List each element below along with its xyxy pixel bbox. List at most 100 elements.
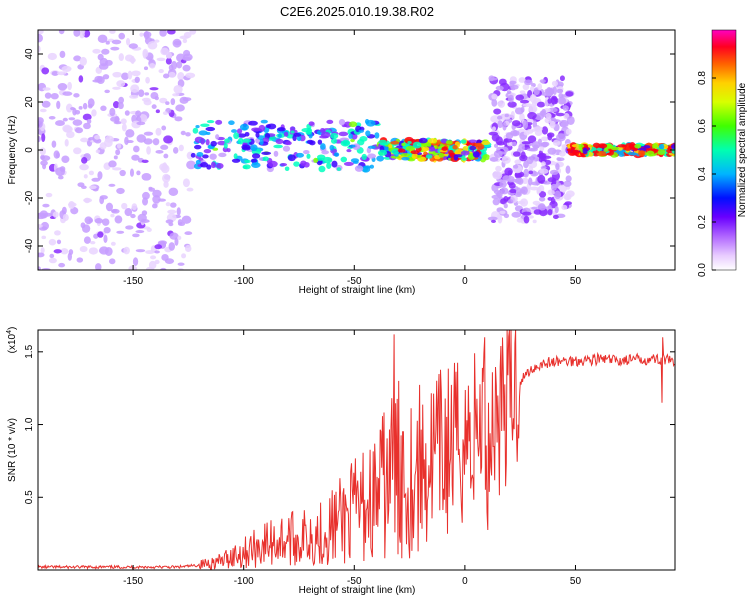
heatmap-cell [336, 167, 342, 171]
heatmap-cell [111, 39, 122, 45]
colorbar-label: Normalized spectral amplitude [737, 82, 748, 217]
heatmap-cell [556, 133, 566, 142]
heatmap-cell [517, 200, 526, 205]
heatmap-cell [497, 214, 503, 224]
heatmap-cell [154, 96, 159, 101]
heatmap-cell [518, 143, 525, 152]
heatmap-cell [182, 64, 191, 72]
colorbar-tick-label: 0.4 [697, 167, 708, 181]
heatmap-cell [282, 145, 291, 152]
heatmap-cell [410, 150, 420, 155]
x-tick-label: -150 [123, 276, 143, 287]
y-tick-label: 40 [24, 48, 35, 60]
heatmap-cell [326, 119, 334, 125]
heatmap-cell [124, 208, 133, 217]
heatmap-cell [130, 84, 140, 93]
heatmap-cell [192, 127, 199, 134]
heatmap-cell [293, 161, 300, 167]
heatmap-cell [255, 131, 260, 138]
heatmap-cell [547, 208, 553, 216]
heatmap-cell [506, 90, 512, 95]
heatmap-cell [73, 30, 81, 37]
heatmap-cell [62, 117, 68, 122]
heatmap-cell [48, 257, 57, 264]
heatmap-cell [104, 89, 110, 94]
heatmap-cell [79, 245, 88, 253]
heatmap-cell [83, 174, 88, 179]
heatmap-cell [78, 105, 83, 110]
heatmap-cell [145, 250, 155, 255]
heatmap-cell [116, 230, 125, 234]
heatmap-cell [519, 99, 530, 104]
heatmap-cell [215, 134, 220, 140]
heatmap-cell [549, 120, 556, 129]
snr-frame [37, 329, 676, 571]
heatmap-cell [603, 148, 609, 153]
heatmap-cell [280, 163, 288, 167]
heatmap-cell [82, 113, 92, 121]
heatmap-cell [511, 120, 521, 127]
spectrogram-x-ticks: -150 -100 -50 0 50 [123, 30, 581, 287]
heatmap-cell [61, 65, 72, 73]
heatmap-cell [658, 143, 665, 150]
heatmap-cell [114, 215, 123, 224]
figure-title: C2E6.2025.010.19.38.R02 [280, 4, 434, 19]
heatmap-cell [527, 135, 537, 144]
heatmap-cell [155, 127, 162, 136]
heatmap-cell [167, 30, 176, 35]
heatmap-cell [40, 221, 50, 230]
heatmap-cell [273, 150, 279, 157]
heatmap-cell [401, 142, 406, 147]
x-tick-label: 50 [570, 576, 582, 587]
colorbar-tick-label: 0.0 [697, 263, 708, 277]
heatmap-cell [181, 253, 187, 259]
heatmap-cell [624, 146, 632, 151]
heatmap-cell [495, 165, 502, 172]
heatmap-cell [99, 246, 109, 255]
heatmap-cell [510, 110, 515, 120]
heatmap-cell [41, 267, 51, 270]
heatmap-cell [388, 144, 393, 149]
heatmap-cell [209, 153, 217, 160]
y-tick-label: 1.5 [24, 344, 35, 358]
heatmap-cell [142, 48, 149, 58]
heatmap-cell [618, 152, 625, 157]
heatmap-cell [44, 92, 52, 99]
heatmap-cell [565, 190, 575, 198]
heatmap-cell [338, 131, 349, 137]
heatmap-cell [124, 110, 130, 116]
heatmap-cell [250, 158, 258, 163]
heatmap-cell [250, 144, 258, 152]
heatmap-cell [99, 196, 105, 205]
heatmap-cell [300, 160, 307, 166]
heatmap-cell [173, 40, 182, 46]
heatmap-cell [469, 145, 477, 151]
heatmap-cell [563, 180, 572, 187]
heatmap-cell [497, 100, 506, 108]
heatmap-cell [165, 57, 172, 65]
heatmap-cell [296, 135, 302, 142]
heatmap-cell [184, 244, 192, 253]
heatmap-cell [525, 118, 534, 124]
heatmap-cell [163, 135, 173, 144]
heatmap-cell [509, 188, 517, 194]
heatmap-cell [317, 139, 323, 145]
heatmap-cell [273, 144, 283, 149]
heatmap-cell [200, 137, 205, 145]
heatmap-cell [65, 103, 73, 113]
heatmap-cell [76, 257, 84, 263]
heatmap-cell [627, 152, 638, 156]
heatmap-cell [82, 102, 88, 110]
heatmap-cell [108, 258, 116, 265]
heatmap-cell [512, 141, 517, 147]
heatmap-cell [258, 124, 266, 132]
heatmap-cell [109, 107, 116, 117]
heatmap-cell [140, 219, 150, 223]
heatmap-cell [520, 186, 528, 195]
heatmap-cell [190, 152, 196, 158]
heatmap-cell [135, 229, 145, 234]
heatmap-cell [499, 180, 507, 188]
heatmap-cell [539, 146, 545, 152]
heatmap-cell [129, 94, 139, 99]
